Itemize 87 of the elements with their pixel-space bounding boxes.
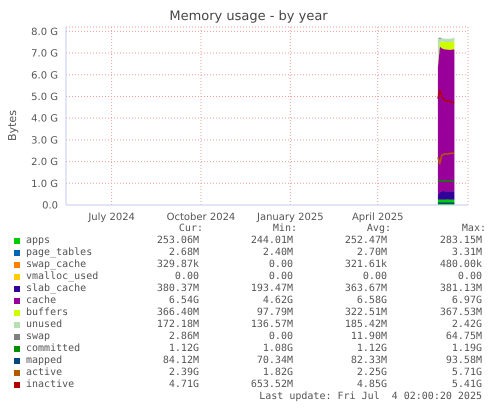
text: 3.31M — [452, 247, 482, 259]
legend-label: swap — [26, 331, 50, 343]
legend-label: slab_cache — [26, 283, 86, 295]
text: 0.00 — [362, 271, 387, 283]
text: 0.00 — [268, 331, 293, 343]
text: Avg: — [366, 223, 391, 235]
legend-label: vmalloc_used — [26, 271, 98, 283]
text: 329.87k — [156, 259, 199, 271]
text: 2.86M — [168, 331, 199, 343]
text: 4.71G — [168, 379, 199, 391]
text: 97.79M — [256, 307, 293, 319]
text: 283.15M — [440, 235, 482, 247]
text: 363.67M — [344, 283, 387, 295]
text: Min: — [272, 223, 297, 235]
text: 380.37M — [156, 283, 199, 295]
text: 64.75M — [446, 331, 482, 343]
y-tick-label: 2.0 G — [31, 157, 58, 168]
x-tick-label: July 2024 — [87, 212, 135, 224]
legend-label: active — [26, 367, 62, 379]
text: 2.42G — [452, 319, 482, 331]
text: 366.40M — [156, 307, 199, 319]
y-tick-label: 0.0 — [42, 200, 58, 212]
text: 252.47M — [344, 235, 387, 247]
y-tick-label: 7.0 G — [31, 48, 58, 60]
text: 1.08G — [262, 343, 293, 355]
text: 0.00 — [268, 271, 293, 283]
legend-label: apps — [26, 235, 50, 247]
x-tick-label: April 2025 — [352, 212, 404, 224]
text: 2.70M — [356, 247, 387, 259]
text: Last update: Fri Jul 4 02:00:20 2025 — [259, 391, 482, 403]
text: 6.54G — [168, 295, 199, 307]
legend-label: unused — [26, 319, 62, 331]
y-tick-label: 6.0 G — [31, 70, 58, 82]
text: 322.51M — [344, 307, 387, 319]
text: 2.39G — [168, 367, 199, 379]
text: 0.00 — [268, 259, 293, 271]
legend-label: swap_cache — [26, 259, 86, 271]
y-tick-label: 4.0 G — [31, 114, 58, 125]
legend-label: cache — [26, 295, 56, 307]
x-tick-label: January 2025 — [256, 212, 324, 224]
text: 193.47M — [250, 283, 293, 295]
text: Cur: — [178, 223, 203, 235]
text: 5.71G — [452, 367, 482, 379]
legend-label: committed — [26, 343, 80, 355]
text: 2.25G — [356, 367, 387, 379]
legend-label: inactive — [26, 379, 74, 391]
text: Max: — [462, 223, 486, 235]
text: 5.41G — [452, 379, 482, 391]
text: 480.00k — [440, 259, 482, 271]
text: 1.82G — [262, 367, 293, 379]
text: 82.33M — [350, 355, 387, 367]
legend-label: page_tables — [26, 247, 92, 259]
line-series — [437, 152, 456, 165]
y-axis-title: Bytes — [6, 110, 18, 140]
legend-label: mapped — [26, 355, 62, 367]
y-tick-label: 1.0 G — [31, 178, 58, 190]
line-series — [437, 89, 456, 104]
text: 321.61k — [344, 259, 387, 271]
text: 1.12G — [168, 343, 199, 355]
legend-label: buffers — [26, 307, 68, 319]
text: 381.13M — [440, 283, 482, 295]
text: 2.68M — [168, 247, 199, 259]
text: 4.85G — [356, 379, 387, 391]
text: 2.40M — [262, 247, 293, 259]
chart-title: Memory usage - by year — [168, 9, 329, 24]
text: 70.34M — [256, 355, 293, 367]
text: 244.01M — [250, 235, 293, 247]
text: 172.18M — [156, 319, 199, 331]
text: 1.19G — [452, 343, 482, 355]
text: 6.97G — [452, 295, 482, 307]
y-tick-label: 5.0 G — [31, 92, 58, 104]
text: 84.12M — [162, 355, 199, 367]
text: 136.57M — [250, 319, 293, 331]
x-tick-label: October 2024 — [166, 212, 236, 224]
text: 6.58G — [356, 295, 387, 307]
text: 653.52M — [250, 379, 293, 391]
text: 0.00 — [174, 271, 199, 283]
text: 253.06M — [156, 235, 199, 247]
text: 11.90M — [350, 331, 387, 343]
text: 93.58M — [446, 355, 482, 367]
y-tick-label: 8.0 G — [31, 26, 58, 38]
text: 4.62G — [262, 295, 293, 307]
text: 367.53M — [440, 307, 482, 319]
text: 1.12G — [356, 343, 387, 355]
text: 0.00 — [458, 271, 482, 283]
y-tick-label: 3.0 G — [31, 135, 58, 146]
text: 185.42M — [344, 319, 387, 331]
